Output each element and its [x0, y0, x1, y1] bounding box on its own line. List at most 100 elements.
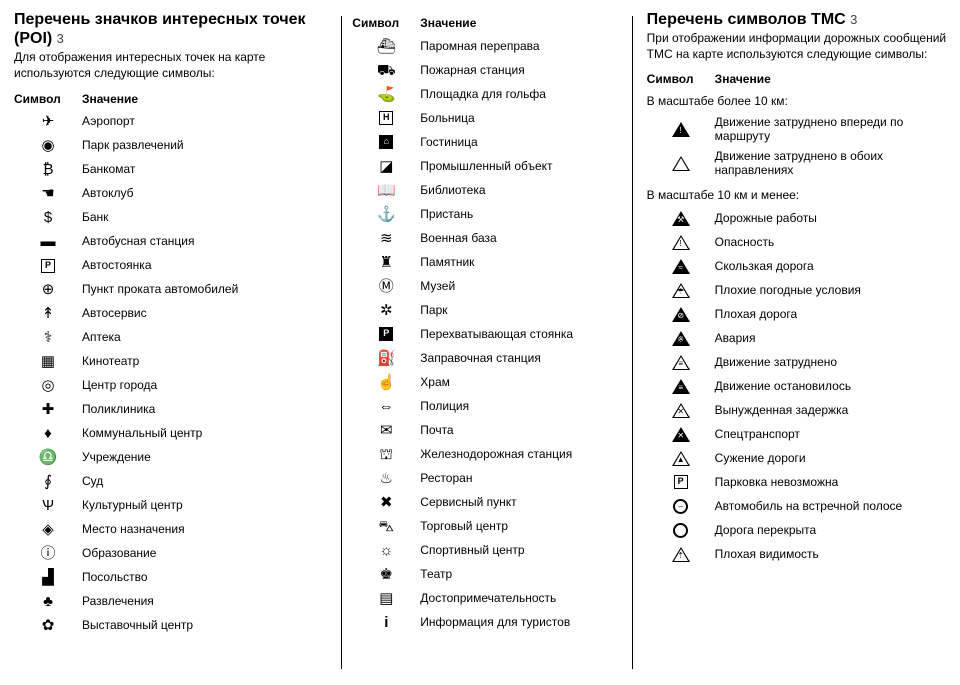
legend-row: ◎Центр города	[14, 374, 331, 398]
value-cell: Автоклуб	[82, 186, 331, 200]
symbol-cell: ◉	[14, 138, 82, 153]
value-cell: Аэропорт	[82, 114, 331, 128]
symbol-cell: ✿	[14, 618, 82, 633]
legend-row: ※Авария	[647, 326, 952, 350]
value-cell: Пункт проката автомобилей	[82, 282, 331, 296]
symbol-cell: ♣	[14, 594, 82, 609]
value-cell: Площадка для гольфа	[420, 87, 621, 101]
tmc-symbol-icon: ☂	[672, 283, 690, 298]
symbol-icon: ☼	[379, 543, 393, 558]
symbol-cell: ▤	[352, 591, 420, 606]
legend-row: ⚓Пристань	[352, 202, 621, 226]
symbol-cell: P	[647, 475, 715, 489]
value-cell: Музей	[420, 279, 621, 293]
value-cell: Кинотеатр	[82, 354, 331, 368]
symbol-icon: ⌂	[379, 135, 393, 149]
legend-row: ♦Коммунальный центр	[14, 422, 331, 446]
legend-row: ☼Спортивный центр	[352, 538, 621, 562]
value-cell: Автомобиль на встречной полосе	[715, 499, 952, 513]
value-cell: Вынужденная задержка	[715, 403, 952, 417]
legend-row: ♜Памятник	[352, 250, 621, 274]
tmc-section-num: 3	[850, 12, 857, 27]
legend-row: 📖Библиотека	[352, 178, 621, 202]
legend-row: ▦Кинотеатр	[14, 350, 331, 374]
symbol-cell: 📖	[352, 183, 420, 198]
symbol-cell: ♚	[352, 567, 420, 582]
symbol-icon: ◈	[42, 522, 54, 537]
value-cell: Плохая видимость	[715, 547, 952, 561]
legend-row: ✿Выставочный центр	[14, 614, 331, 638]
symbol-icon: ♜	[380, 255, 393, 270]
value-cell: Центр города	[82, 378, 331, 392]
symbol-icon: ✉	[380, 423, 393, 438]
legend-row: ≋ Военная база	[352, 226, 621, 250]
symbol-cell: ⚕	[14, 330, 82, 345]
poi-column-2: Символ Значение ⛴Паромная переправа⛟Пожа…	[342, 10, 631, 675]
symbol-icon: ♚	[380, 567, 393, 582]
legend-row: ▲Сужение дороги	[647, 446, 952, 470]
tmc-symbol-icon: !	[672, 235, 690, 250]
value-cell: Выставочный центр	[82, 618, 331, 632]
symbol-icon: ⚕	[44, 330, 52, 345]
value-cell: Военная база	[420, 231, 621, 245]
legend-row: ⛽Заправочная станция	[352, 346, 621, 370]
symbol-cell: ≡	[647, 355, 715, 370]
symbol-icon: ☝	[377, 375, 396, 390]
symbol-cell: ▬	[14, 234, 82, 249]
value-cell: Информация для туристов	[420, 615, 621, 629]
symbol-cell: ₿	[14, 162, 82, 177]
symbol-icon: H	[379, 111, 393, 125]
poi-list-2: ⛴Паромная переправа⛟Пожарная станция⛳Пло…	[352, 34, 621, 634]
symbol-icon: ◪	[379, 159, 393, 174]
legend-row: ⊕ Пункт проката автомобилей	[14, 278, 331, 302]
tmc-header-symbol: Символ	[647, 72, 715, 86]
tmc-list-2: ⚒Дорожные работы!Опасность≈Скользкая дор…	[647, 206, 952, 566]
legend-row: Дорога перекрыта	[647, 518, 952, 542]
legend-row: ✲Парк	[352, 298, 621, 322]
symbol-icon: ⛴	[377, 39, 396, 54]
symbol-icon: ⛫	[379, 447, 393, 462]
legend-row: ⚒ Дорожные работы	[647, 206, 952, 230]
value-cell: Плохая дорога	[715, 307, 952, 321]
legend-row: ✕Спецтранспорт	[647, 422, 952, 446]
value-cell: Театр	[420, 567, 621, 581]
symbol-cell: ≋	[352, 231, 420, 246]
value-cell: Дорожные работы	[715, 211, 952, 225]
symbol-icon: ♎	[39, 450, 58, 465]
value-cell: Движение остановилось	[715, 379, 952, 393]
legend-row: ⛍Торговый центр	[352, 514, 621, 538]
legend-row: ♨Ресторан	[352, 466, 621, 490]
value-cell: Промышленный объект	[420, 159, 621, 173]
symbol-cell: ♎	[14, 450, 82, 465]
symbol-cell: ⇔	[352, 399, 420, 414]
value-cell: Сужение дороги	[715, 451, 952, 465]
legend-row: ✕Вынужденная задержка	[647, 398, 952, 422]
symbol-cell	[647, 523, 715, 538]
symbol-icon: ⊕	[42, 282, 55, 297]
symbol-cell: ✕	[647, 427, 715, 442]
value-cell: Образование	[82, 546, 331, 560]
tmc-symbol-icon: ⚒	[672, 211, 690, 226]
tmc-symbol-icon: ≡	[672, 355, 690, 370]
symbol-icon: $	[44, 210, 52, 225]
symbol-cell: ✖	[352, 495, 420, 510]
symbol-icon: ≋	[380, 231, 393, 246]
symbol-icon: ♣	[43, 594, 53, 609]
symbol-cell: ▟	[14, 570, 82, 585]
legend-row: !Опасность	[647, 230, 952, 254]
symbol-icon: ✚	[42, 402, 55, 417]
value-cell: Спецтранспорт	[715, 427, 952, 441]
legend-row: ≡Движение затруднено	[647, 350, 952, 374]
tmc-symbol-icon	[673, 523, 688, 538]
symbol-cell: ✈	[14, 114, 82, 129]
legend-row: ⌂Гостиница	[352, 130, 621, 154]
value-cell: Культурный центр	[82, 498, 331, 512]
tmc-title: Перечень символов ТМС 3	[647, 10, 952, 29]
value-cell: Посольство	[82, 570, 331, 584]
legend-row: ⛴Паромная переправа	[352, 34, 621, 58]
symbol-icon: ⛳	[377, 87, 396, 102]
value-cell: Скользкая дорога	[715, 259, 952, 273]
symbol-cell: ⌂	[352, 135, 420, 149]
value-cell: Пристань	[420, 207, 621, 221]
legend-row: ⛳ Площадка для гольфа	[352, 82, 621, 106]
